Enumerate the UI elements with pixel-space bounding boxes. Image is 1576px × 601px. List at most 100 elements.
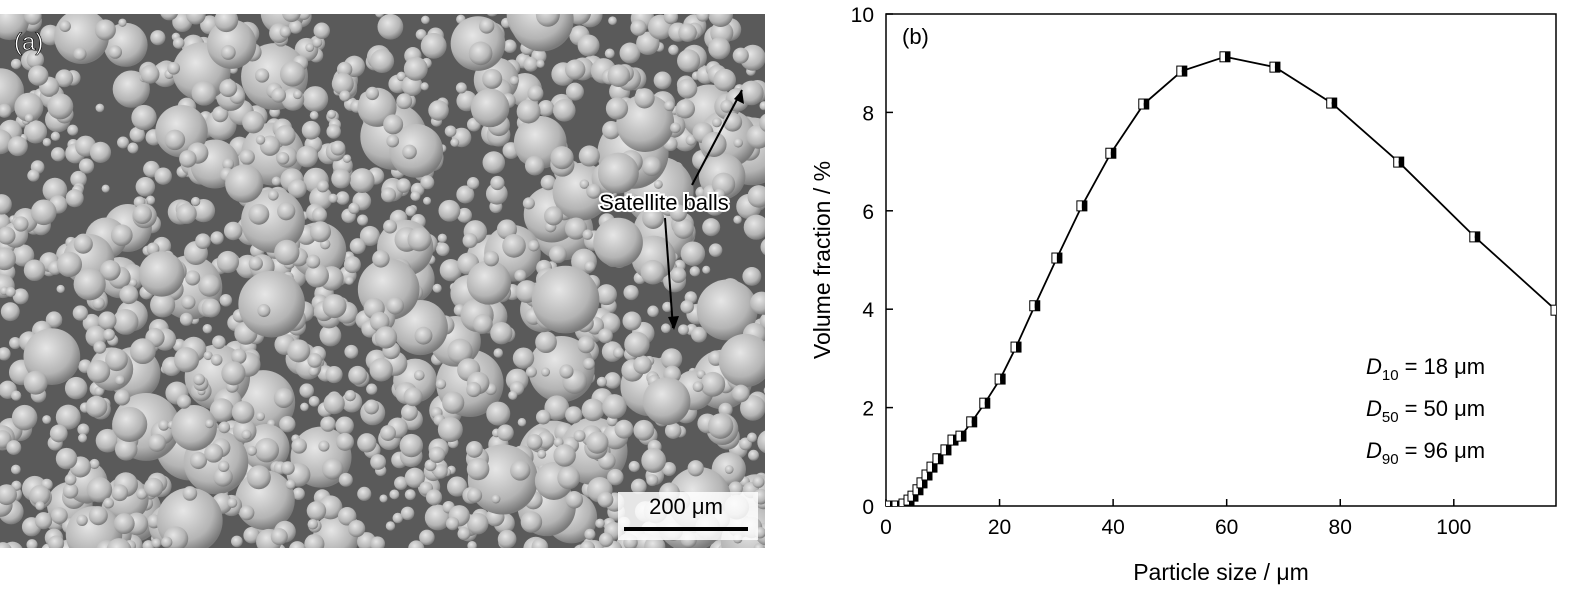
marker-half (886, 501, 890, 506)
particle (403, 56, 428, 81)
marker-outline (979, 397, 991, 409)
particle (136, 488, 148, 500)
particle (132, 204, 152, 225)
particle (579, 540, 595, 548)
marker-outline (1029, 300, 1041, 312)
marker-half (921, 477, 927, 488)
particle (23, 259, 46, 282)
particle (581, 398, 605, 422)
particle (490, 175, 505, 191)
particle (743, 214, 765, 240)
particle (628, 460, 640, 473)
particle (369, 358, 393, 382)
particle (103, 328, 116, 341)
particle (482, 68, 503, 89)
particle (212, 335, 226, 349)
particle (462, 233, 478, 249)
particle (609, 548, 620, 559)
particle (50, 131, 61, 141)
particle (219, 79, 238, 98)
particle (248, 203, 270, 225)
particle (0, 484, 17, 506)
marker-half (912, 484, 918, 495)
particle (613, 347, 625, 359)
marker (979, 397, 991, 409)
marker-half (1474, 231, 1480, 242)
particle (405, 205, 416, 217)
particle (641, 156, 662, 177)
particle (718, 333, 765, 388)
particle (653, 71, 672, 90)
y-tick-label: 0 (862, 496, 874, 519)
particle (746, 432, 757, 443)
particle (78, 433, 88, 443)
particle (24, 113, 34, 123)
particle (47, 93, 74, 120)
particle (206, 19, 257, 69)
arrow-head (668, 316, 679, 330)
particle (537, 100, 555, 117)
particle (402, 144, 417, 160)
particle (42, 415, 52, 425)
particle (209, 398, 234, 423)
marker-half (921, 470, 927, 481)
particle (45, 311, 63, 328)
marker-half (1398, 157, 1404, 168)
particle (6, 440, 22, 455)
particle (653, 179, 663, 189)
particle (106, 538, 132, 548)
particle (364, 399, 379, 415)
marker-outline (1138, 98, 1150, 110)
particle (404, 467, 425, 488)
particle (348, 365, 368, 385)
particle (386, 297, 404, 315)
x-tick-label: 100 (1436, 516, 1471, 539)
particle (757, 430, 765, 454)
particle (584, 260, 596, 273)
particle (30, 199, 57, 226)
particle (231, 535, 243, 548)
x-axis-label: Particle size / μm (1133, 559, 1309, 585)
particle (142, 540, 155, 548)
particle (26, 539, 38, 548)
particle (55, 447, 78, 470)
particle (365, 86, 380, 101)
particle (127, 142, 139, 154)
particle (150, 30, 166, 46)
particle (288, 20, 303, 34)
particle (568, 14, 574, 15)
particle (370, 536, 386, 548)
particle (160, 14, 178, 21)
marker (1138, 98, 1150, 110)
particle (331, 72, 354, 95)
particle (239, 505, 255, 521)
annotation-symbol: D (1366, 354, 1382, 379)
marker-outline (1010, 341, 1022, 353)
particle (135, 177, 156, 197)
particle (424, 459, 437, 472)
particle (219, 294, 233, 307)
particle (321, 458, 344, 480)
particle (300, 402, 309, 412)
particle (522, 197, 535, 210)
particle (23, 120, 48, 144)
particle (544, 206, 564, 226)
particle (110, 224, 133, 247)
particle (231, 401, 255, 424)
particle (176, 394, 192, 409)
particle (535, 14, 560, 27)
particle (64, 376, 88, 400)
particle (167, 61, 181, 75)
particle (223, 221, 243, 241)
particle (621, 192, 641, 213)
particle (117, 136, 129, 149)
particle (455, 82, 467, 94)
particle (204, 419, 214, 429)
y-tick-label: 10 (851, 4, 874, 27)
marker-outline (886, 500, 896, 506)
particle (176, 203, 197, 224)
particle (479, 18, 495, 34)
particle (212, 106, 229, 123)
chart: 0 20 40 60 80 100 0 2 4 6 8 10 Particle size / μm Vol… (809, 4, 1557, 585)
particle (105, 348, 128, 372)
